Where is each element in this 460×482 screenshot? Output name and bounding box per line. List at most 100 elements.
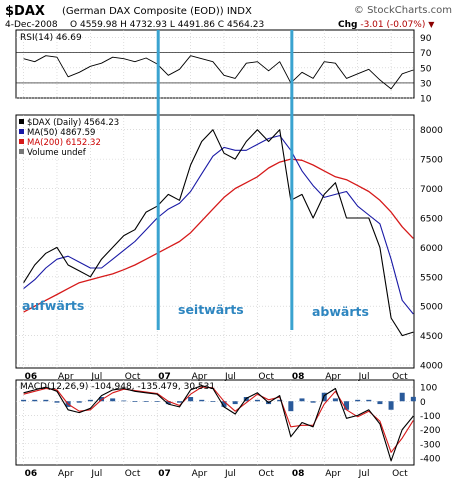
macd-tick-label: -200	[420, 426, 441, 436]
price-tick-label: 8000	[420, 126, 443, 136]
macd-histogram-bar	[154, 401, 160, 402]
macd-tick-label: 100	[420, 384, 437, 394]
macd-histogram-bar	[210, 401, 216, 402]
macd-histogram-bar	[99, 397, 105, 402]
price-tick-label: 6000	[420, 244, 443, 254]
macd-title: MACD(12,26,9) -104.948, -135.479, 30.531	[20, 382, 215, 392]
macd-histogram-bar	[21, 399, 27, 402]
rsi-line	[23, 55, 414, 90]
macd-histogram-bar	[366, 399, 372, 402]
legend-entry: Volume undef	[27, 148, 87, 158]
price-x-tick-label: Oct	[392, 372, 408, 382]
price-tick-label: 5500	[420, 273, 443, 283]
price-x-tick-label: Jul	[90, 372, 102, 382]
macd-histogram-bar	[332, 398, 338, 402]
phase-label: aufwärts	[22, 298, 84, 313]
macd-histogram-bar	[87, 399, 93, 402]
macd-histogram-bar	[377, 401, 383, 405]
price-x-tick-label: Oct	[125, 372, 141, 382]
price-x-tick-label: Oct	[258, 372, 274, 382]
macd-histogram-bar	[110, 398, 116, 402]
price-x-tick-label: Apr	[58, 372, 74, 382]
chart-symbol: $DAX	[5, 4, 45, 19]
macd-histogram-bar	[410, 396, 416, 402]
price-x-tick-label: 08	[292, 372, 305, 382]
price-tick-label: 7000	[420, 185, 443, 195]
source-credit: © StockCharts.com	[353, 5, 452, 16]
price-tick-label: 7500	[420, 156, 443, 166]
macd-x-tick-label: Apr	[192, 469, 208, 479]
macd-histogram-bar	[176, 401, 182, 403]
macd-histogram-bar	[121, 400, 127, 402]
price-x-tick-label: Jul	[358, 372, 370, 382]
rsi-tick-label: 30	[420, 79, 432, 89]
price-x-tick-label: Apr	[325, 372, 341, 382]
macd-histogram-bar	[143, 401, 149, 402]
macd-histogram-bar	[54, 401, 60, 403]
legend-entry: $DAX (Daily) 4564.23	[27, 118, 119, 128]
price-tick-label: 4000	[420, 362, 443, 372]
macd-tick-label: -400	[420, 454, 441, 464]
price-x-tick-label: Apr	[192, 372, 208, 382]
macd-x-tick-label: Apr	[325, 469, 341, 479]
macd-histogram-bar	[344, 401, 350, 410]
macd-signal-line	[23, 386, 414, 453]
macd-line	[23, 385, 414, 462]
macd-histogram-bar	[165, 401, 171, 405]
rsi-tick-label: 70	[420, 49, 432, 59]
price-tick-label: 6500	[420, 214, 443, 224]
macd-tick-label: -100	[420, 412, 441, 422]
macd-tick-label: -300	[420, 440, 441, 450]
macd-histogram-bar	[43, 399, 49, 402]
legend-swatch	[19, 149, 24, 154]
ma50-line	[23, 135, 414, 315]
macd-histogram-bar	[310, 401, 316, 403]
macd-x-tick-label: 06	[25, 469, 38, 479]
index-name: (German DAX Composite (EOD)) INDX	[62, 6, 252, 17]
macd-histogram-bar	[221, 401, 227, 407]
legend-entry: MA(200) 6152.32	[27, 138, 101, 148]
legend-entry: MA(50) 4867.59	[27, 128, 95, 138]
macd-histogram-bar	[277, 399, 283, 402]
rsi-tick-label: 10	[420, 95, 432, 105]
macd-tick-label: 0	[420, 398, 426, 408]
change-readout: Chg -3.01 (-0.07%) ▼	[338, 20, 435, 30]
macd-histogram-bar	[388, 401, 394, 410]
macd-x-tick-label: Oct	[392, 469, 408, 479]
macd-histogram-bar	[132, 401, 138, 402]
macd-histogram-bar	[355, 399, 361, 402]
legend-swatch	[19, 139, 24, 144]
macd-histogram-bar	[299, 398, 305, 402]
price-x-tick-label: 06	[25, 372, 38, 382]
macd-x-tick-label: Jul	[224, 469, 236, 479]
macd-frame	[15, 379, 415, 466]
legend-swatch	[19, 119, 24, 124]
price-frame	[15, 114, 415, 369]
rsi-title: RSI(14) 46.69	[20, 33, 82, 43]
rsi-tick-label: 50	[420, 64, 432, 74]
phase-label: abwärts	[312, 304, 369, 319]
rsi-tick-label: 90	[420, 34, 432, 44]
macd-histogram-bar	[254, 399, 260, 402]
macd-x-tick-label: Jul	[90, 469, 102, 479]
price-tick-label: 5000	[420, 303, 443, 313]
macd-histogram-bar	[199, 399, 205, 402]
macd-histogram-bar	[399, 392, 405, 402]
ma200-line	[23, 158, 414, 313]
macd-x-tick-label: 07	[158, 469, 171, 479]
macd-histogram-bar	[76, 401, 82, 403]
macd-histogram-bar	[288, 401, 294, 412]
phase-label: seitwärts	[178, 302, 244, 317]
price-x-tick-label: Jul	[224, 372, 236, 382]
legend-swatch	[19, 129, 24, 134]
macd-histogram-bar	[188, 397, 194, 402]
macd-x-tick-label: Oct	[125, 469, 141, 479]
ohlc-readout: O 4559.98 H 4732.93 L 4491.86 C 4564.23	[70, 20, 265, 30]
macd-x-tick-label: Apr	[58, 469, 74, 479]
macd-histogram-bar	[232, 401, 238, 405]
macd-x-tick-label: 08	[292, 469, 305, 479]
down-triangle-icon: ▼	[428, 20, 435, 29]
price-x-tick-label: 07	[158, 372, 171, 382]
macd-x-tick-label: Oct	[258, 469, 274, 479]
